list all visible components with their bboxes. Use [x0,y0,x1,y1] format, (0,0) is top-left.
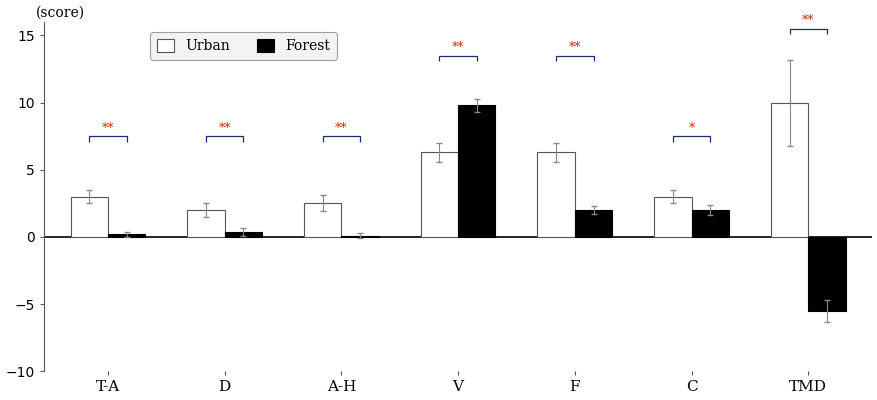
Text: *: * [688,122,694,135]
Bar [341,236,378,237]
Text: **: ** [218,122,231,135]
Bar [108,234,146,237]
Text: (score): (score) [36,5,85,19]
Bar [458,105,495,237]
Bar [303,203,341,237]
Bar [537,152,574,237]
Text: **: ** [102,122,114,135]
Text: **: ** [335,122,347,135]
Bar [225,232,261,237]
Text: **: ** [568,41,581,54]
Bar [653,197,691,237]
Legend: Urban, Forest: Urban, Forest [150,32,337,60]
Bar [691,210,728,237]
Bar [574,210,611,237]
Bar [770,102,808,237]
Bar [808,237,845,311]
Bar [420,152,458,237]
Text: **: ** [801,14,814,27]
Bar [187,210,225,237]
Text: **: ** [452,41,464,54]
Bar [70,197,108,237]
